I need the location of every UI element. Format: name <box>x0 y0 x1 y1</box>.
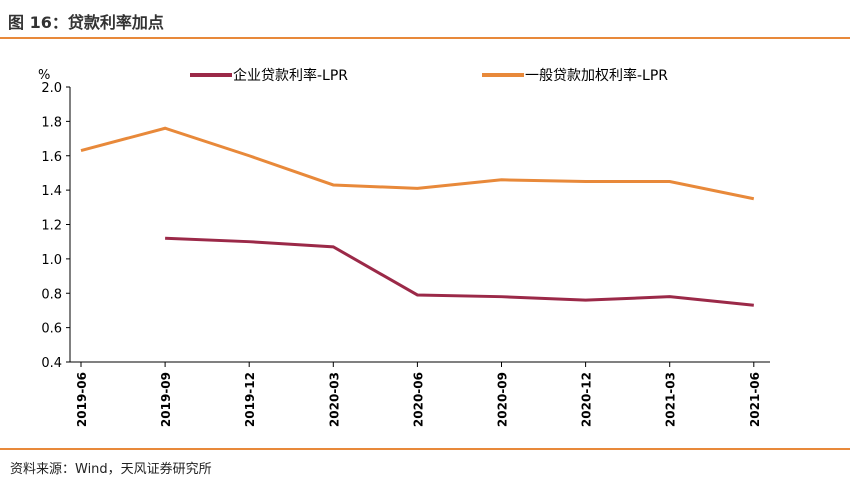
y-tick-label: 0.8 <box>41 287 62 302</box>
y-tick-label: 1.6 <box>41 150 62 165</box>
title-divider <box>0 37 850 39</box>
y-tick-label: 0.6 <box>41 322 62 337</box>
y-tick-label: 1.8 <box>41 115 62 130</box>
x-tick-label: 2020-06 <box>411 372 425 427</box>
figure-title: 图 16：贷款利率加点 <box>8 13 164 32</box>
x-tick-label: 2019-06 <box>75 372 89 427</box>
x-tick-label: 2019-12 <box>243 372 257 427</box>
series-line-0 <box>165 236 754 307</box>
legend-label: 企业贷款利率-LPR <box>233 67 348 84</box>
x-tick-label: 2020-12 <box>580 372 594 427</box>
x-tick-label: 2020-09 <box>496 372 510 427</box>
y-tick-label: 1.2 <box>41 219 62 234</box>
source-divider <box>0 448 850 450</box>
x-tick-label: 2019-09 <box>159 372 173 427</box>
y-tick-label: 0.4 <box>41 356 62 371</box>
y-tick-label: 1.0 <box>41 253 62 268</box>
y-tick-label: 2.0 <box>41 81 62 96</box>
series-line-1 <box>80 126 755 201</box>
y-tick-label: 1.4 <box>41 184 62 199</box>
x-tick-label: 2021-03 <box>664 372 678 427</box>
x-tick-label: 2020-03 <box>327 372 341 427</box>
legend-label: 一般贷款加权利率-LPR <box>525 67 668 84</box>
x-tick-label: 2021-06 <box>748 372 762 427</box>
source-note: 资料来源：Wind，天风证券研究所 <box>10 462 212 477</box>
y-axis-label: % <box>38 68 50 83</box>
